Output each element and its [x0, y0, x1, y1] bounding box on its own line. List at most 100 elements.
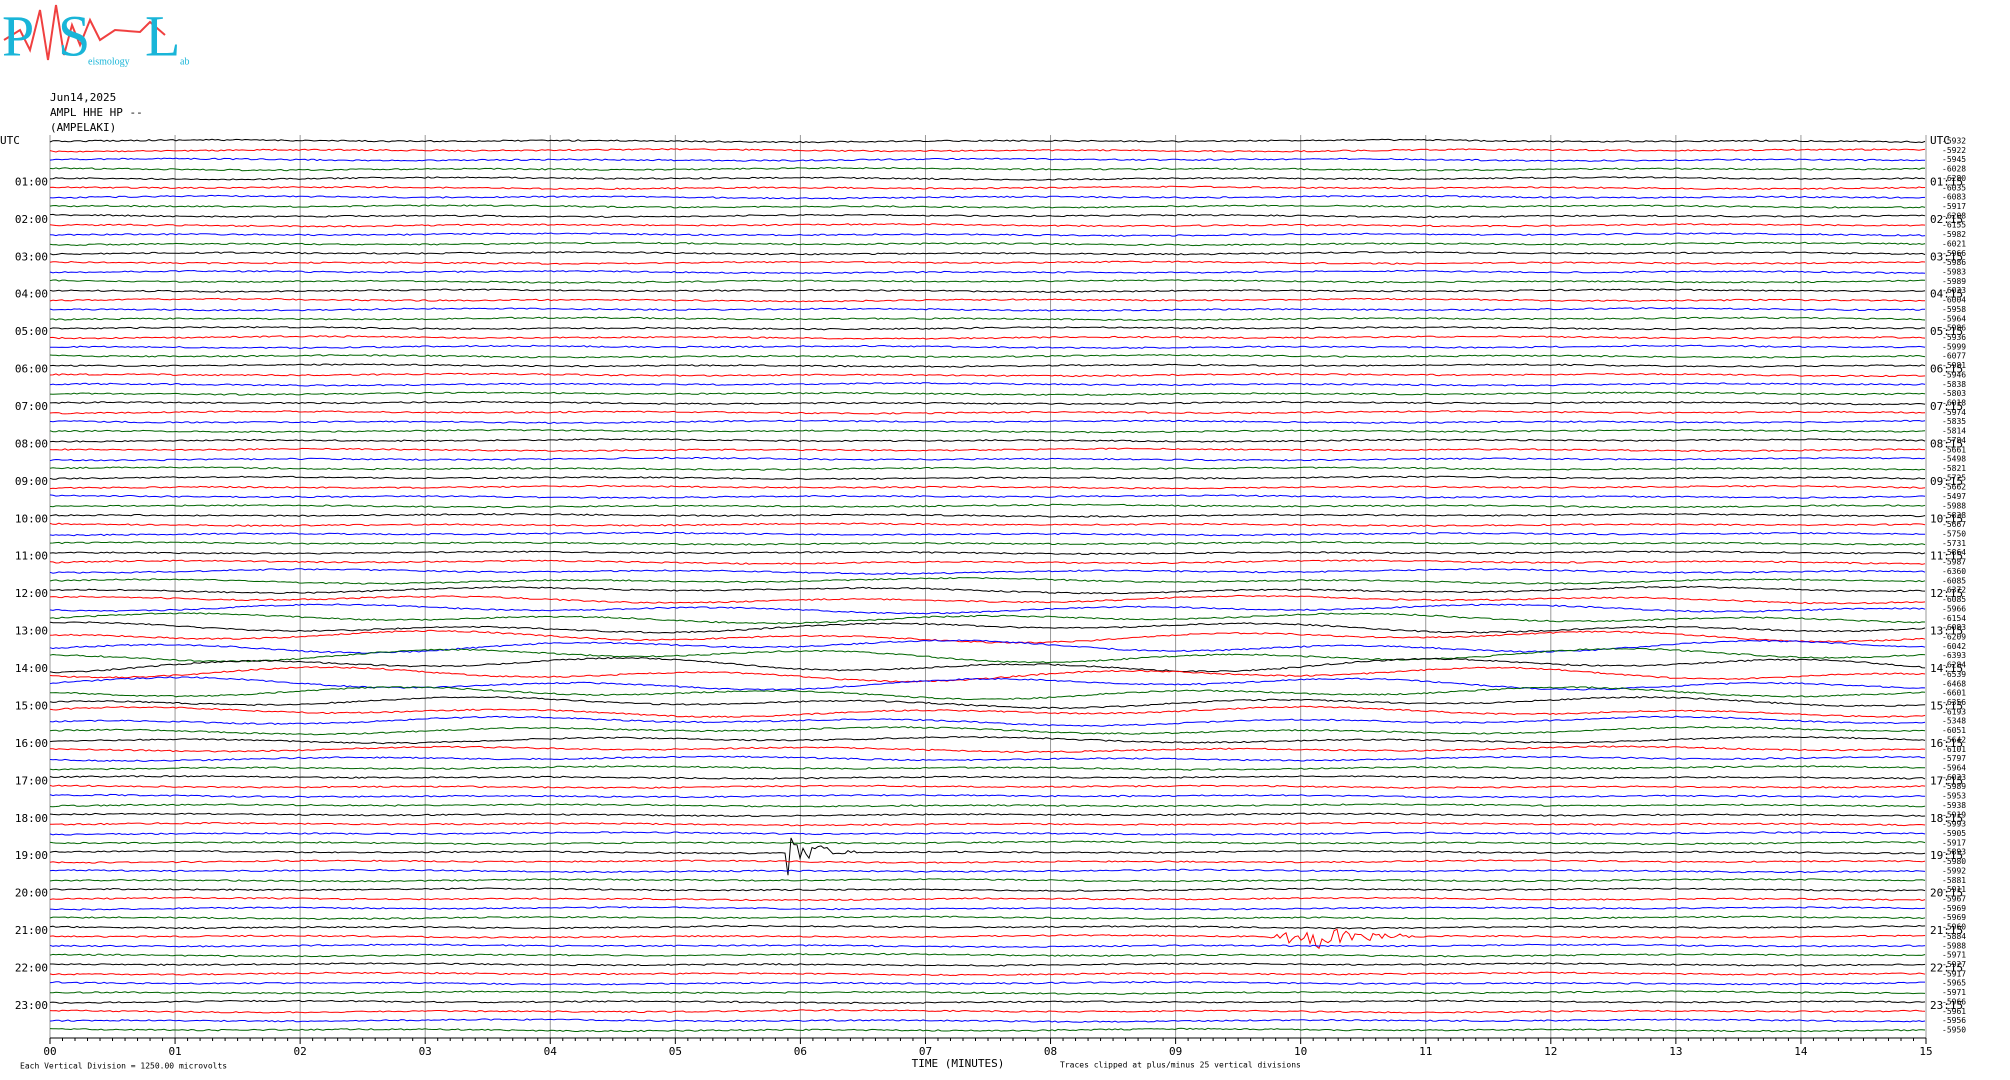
hour-label: 09:15	[1930, 475, 1963, 488]
logo-wave	[3, 4, 166, 61]
amplitude-label: -5884	[1942, 932, 1966, 941]
trace	[49, 241, 1926, 247]
amplitude-label: -5814	[1942, 427, 1966, 436]
trace	[49, 612, 1926, 625]
amplitude-label: -5969	[1942, 904, 1966, 913]
trace	[49, 1018, 1926, 1023]
amplitude-label: -6033	[1942, 773, 1966, 782]
amplitude-label: -5661	[1942, 445, 1966, 454]
hour-label: 23:15	[1930, 999, 1963, 1012]
amplitude-label: -6085	[1942, 576, 1966, 585]
trace	[49, 166, 1926, 172]
hour-label: 23:00	[15, 999, 48, 1012]
trace	[49, 494, 1926, 499]
trace	[49, 550, 1926, 556]
x-tick-label: 00	[43, 1045, 56, 1058]
trace	[49, 325, 1926, 331]
amplitude-label: -5964	[1942, 314, 1966, 323]
trace	[49, 269, 1926, 275]
x-tick-label: 06	[794, 1045, 807, 1058]
amplitude-label: -5987	[1942, 558, 1966, 567]
trace	[49, 335, 1926, 340]
hour-label: UTC	[0, 134, 20, 147]
hour-label: 14:00	[15, 662, 48, 675]
trace	[49, 878, 1926, 883]
hour-label: 12:00	[15, 587, 48, 600]
trace	[49, 803, 1926, 808]
x-axis-label: TIME (MINUTES)	[912, 1057, 1005, 1070]
amplitude-label: -6083	[1942, 193, 1966, 202]
trace	[49, 725, 1926, 736]
hour-label: 01:00	[15, 175, 48, 188]
amplitude-label: -5967	[1942, 894, 1966, 903]
logo-letter: S	[58, 3, 90, 68]
x-tick-label: 01	[168, 1045, 181, 1058]
trace	[49, 176, 1926, 181]
amplitude-label: -6356	[1942, 698, 1966, 707]
amplitude-label: -5838	[1942, 380, 1966, 389]
trace	[49, 840, 1926, 846]
trace	[50, 962, 1926, 967]
amplitude-label: -5971	[1942, 988, 1966, 997]
trace	[50, 686, 1926, 700]
trace	[49, 148, 1926, 153]
logo-letter: L	[145, 3, 180, 68]
amplitude-label: -5999	[1942, 342, 1966, 351]
trace	[49, 585, 1926, 595]
amplitude-label: -5932	[1942, 137, 1966, 146]
trace	[49, 1009, 1926, 1014]
amplitude-label: -5988	[1942, 501, 1966, 510]
hour-label: 21:15	[1930, 924, 1963, 937]
trace	[49, 676, 1926, 691]
amplitude-label: -5966	[1942, 249, 1966, 258]
amplitude-label: -5911	[1942, 885, 1966, 894]
amplitude-label: -5821	[1942, 464, 1966, 473]
amplitude-label: -5992	[1942, 866, 1966, 875]
hour-label: 22:00	[15, 961, 48, 974]
amplitude-label: -6154	[1942, 614, 1966, 623]
trace	[49, 971, 1926, 977]
trace	[49, 559, 1926, 565]
trace	[49, 715, 1926, 727]
trace	[49, 503, 1926, 509]
hour-label: 14:15	[1930, 662, 1963, 675]
trace	[49, 157, 1926, 162]
amplitude-label: -6033	[1942, 286, 1966, 295]
amplitude-label: -6360	[1942, 567, 1966, 576]
trace	[49, 372, 1926, 378]
trace	[49, 568, 1926, 575]
trace	[49, 213, 1926, 219]
amplitude-label: -5989	[1942, 277, 1966, 286]
amplitude-label: -5946	[1942, 370, 1966, 379]
amplitude-label: -5835	[1942, 417, 1966, 426]
trace	[49, 466, 1926, 471]
hour-label: 12:15	[1930, 587, 1963, 600]
amplitude-label: -5945	[1942, 155, 1966, 164]
hour-label: 09:00	[15, 475, 48, 488]
amplitude-label: -5938	[1942, 801, 1966, 810]
hour-label: 20:15	[1930, 887, 1963, 900]
amplitude-label: -5983	[1942, 268, 1966, 277]
trace	[49, 952, 1926, 958]
trace	[49, 438, 1926, 443]
trace	[49, 656, 1926, 674]
trace	[49, 859, 1926, 864]
amplitude-label: -5922	[1942, 146, 1966, 155]
amplitude-label: -5950	[1942, 1026, 1966, 1035]
amplitude-label: -5917	[1942, 838, 1966, 847]
x-tick-label: 08	[1044, 1045, 1057, 1058]
hour-label: 11:00	[15, 550, 48, 563]
trace	[49, 924, 1926, 930]
trace	[49, 705, 1926, 718]
hour-label: 18:15	[1930, 812, 1963, 825]
trace	[49, 185, 1926, 191]
hour-label: 18:00	[15, 812, 48, 825]
amplitude-label: -5750	[1942, 530, 1966, 539]
amplitude-label: -5958	[1942, 305, 1966, 314]
amplitude-label: -5988	[1942, 941, 1966, 950]
amplitude-label: -5498	[1942, 455, 1966, 464]
trace	[49, 447, 1925, 453]
hour-label: 05:00	[15, 325, 48, 338]
amplitude-label: -6101	[1942, 745, 1966, 754]
amplitude-label: -6077	[1942, 352, 1966, 361]
